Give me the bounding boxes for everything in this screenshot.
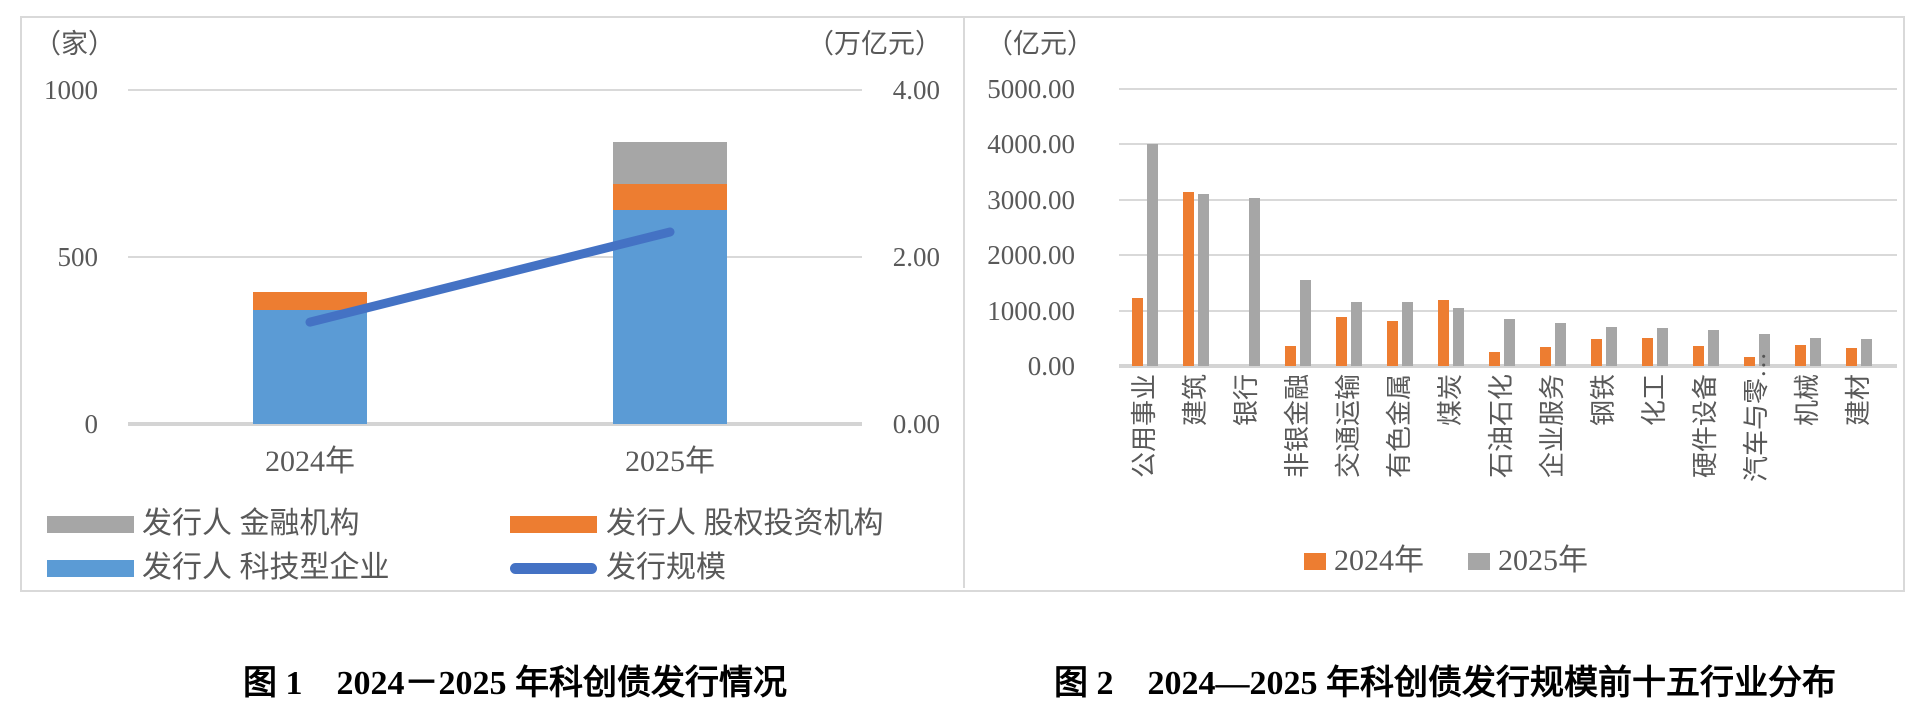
bar-2024 (1387, 321, 1398, 366)
bar-2024 (1438, 299, 1449, 366)
stacked-bar-segment (613, 210, 727, 424)
chart-outer-border (20, 16, 1905, 592)
gridline-5000 (1119, 88, 1897, 90)
bar-2024 (1540, 347, 1551, 366)
legend-swatch (47, 516, 134, 533)
x-axis-line (128, 422, 862, 426)
bar-2024 (1183, 192, 1194, 366)
x-category-label: 2025年 (625, 445, 715, 478)
legend-label: 2025年 (1498, 544, 1588, 577)
gridline-500 (128, 256, 862, 258)
bar-2024 (1591, 339, 1602, 366)
bar-2025 (1606, 326, 1617, 366)
figure1-caption: 图 1 2024－2025 年科创债发行情况 (243, 665, 787, 702)
legend-line-swatch (510, 563, 597, 574)
bar-2025 (1555, 323, 1566, 366)
bar-2025 (1759, 334, 1770, 366)
x-category-label: 2024年 (265, 445, 355, 478)
industry-category-label: 建筑 (1181, 374, 1210, 427)
value-axis-tick: 2000.00 (987, 240, 1075, 271)
industry-category-label: 石油石化 (1487, 374, 1516, 479)
value-axis-tick: 5000.00 (987, 74, 1075, 104)
bar-2024 (1795, 344, 1806, 366)
bar-2024 (1642, 338, 1653, 366)
legend-swatch (1304, 553, 1326, 570)
bar-2024 (1693, 346, 1704, 366)
legend-swatch (1468, 553, 1490, 570)
right-axis-tick: 0.00 (892, 409, 940, 439)
bar-2025 (1453, 308, 1464, 366)
industry-category-label: 银行 (1232, 374, 1261, 427)
industry-category-label: 煤炭 (1436, 374, 1465, 427)
left-axis-tick: 500 (57, 242, 99, 272)
legend-label: 发行人 科技型企业 (142, 551, 390, 584)
bar-2025 (1249, 198, 1260, 366)
bar-2025 (1504, 318, 1515, 366)
industry-category-label: 化工 (1640, 374, 1669, 427)
value-axis-tick: 0.00 (1027, 351, 1075, 381)
gridline-4000 (1119, 143, 1897, 146)
left-axis-tick: 1000 (44, 75, 98, 105)
bar-2025 (1708, 330, 1719, 366)
bar-chart-axis-unit-label: （亿元） (986, 29, 1094, 59)
legend-label: 发行人 金融机构 (142, 507, 360, 540)
bar-2025 (1657, 328, 1668, 366)
industry-category-label: 交通运输 (1334, 374, 1363, 479)
industry-category-label: 钢铁 (1589, 374, 1618, 427)
bar-2025 (1402, 302, 1413, 366)
bar-2025 (1351, 301, 1362, 366)
bar-2024 (1132, 298, 1143, 366)
bar-2025 (1861, 339, 1872, 366)
left-axis-tick: 0 (84, 409, 99, 439)
industry-category-label: 企业服务 (1538, 374, 1567, 479)
bar-2025 (1810, 338, 1821, 366)
stacked-bar-segment (253, 292, 367, 311)
bar-2025 (1147, 144, 1158, 366)
value-axis-tick: 4000.00 (987, 129, 1075, 160)
stacked-bar-segment (613, 183, 727, 211)
gridline-1000 (1119, 309, 1897, 312)
industry-category-label: 汽车与零… (1742, 352, 1771, 483)
gridline-1000 (128, 89, 862, 91)
industry-category-label: 有色金属 (1385, 374, 1414, 479)
industry-category-label: 硬件设备 (1691, 374, 1720, 479)
gridline-3000 (1119, 198, 1897, 201)
legend-label: 2024年 (1334, 544, 1424, 577)
legend-swatch (47, 560, 134, 577)
left-axis-unit-label: （家） (34, 29, 115, 59)
bar-2025 (1300, 279, 1311, 366)
legend-label: 发行规模 (606, 551, 726, 584)
industry-category-label: 非银金融 (1283, 374, 1312, 479)
right-axis-tick: 2.00 (892, 242, 940, 272)
legend-label: 发行人 股权投资机构 (606, 507, 884, 540)
gridline-2000 (1119, 254, 1897, 257)
figure2-caption: 图 2 2024—2025 年科创债发行规模前十五行业分布 (1054, 665, 1836, 702)
right-axis-unit-label: （万亿元） (807, 29, 942, 59)
bar-2024 (1489, 352, 1500, 366)
panel-divider (963, 16, 965, 588)
bar-2024 (1285, 346, 1296, 366)
bar-2024 (1336, 317, 1347, 366)
value-axis-tick: 3000.00 (987, 184, 1075, 215)
stacked-bar-segment (613, 141, 727, 184)
bar-2024 (1744, 357, 1755, 366)
bar-2024 (1846, 348, 1857, 366)
industry-category-label: 建材 (1844, 374, 1873, 427)
legend-swatch (510, 516, 597, 533)
bar-2025 (1198, 193, 1209, 366)
industry-category-label: 机械 (1793, 374, 1822, 427)
value-axis-tick: 1000.00 (987, 295, 1075, 326)
stacked-bar-segment (253, 310, 367, 424)
industry-category-label: 公用事业 (1130, 374, 1159, 479)
right-axis-tick: 4.00 (892, 75, 940, 105)
x-axis-line (1119, 364, 1897, 368)
